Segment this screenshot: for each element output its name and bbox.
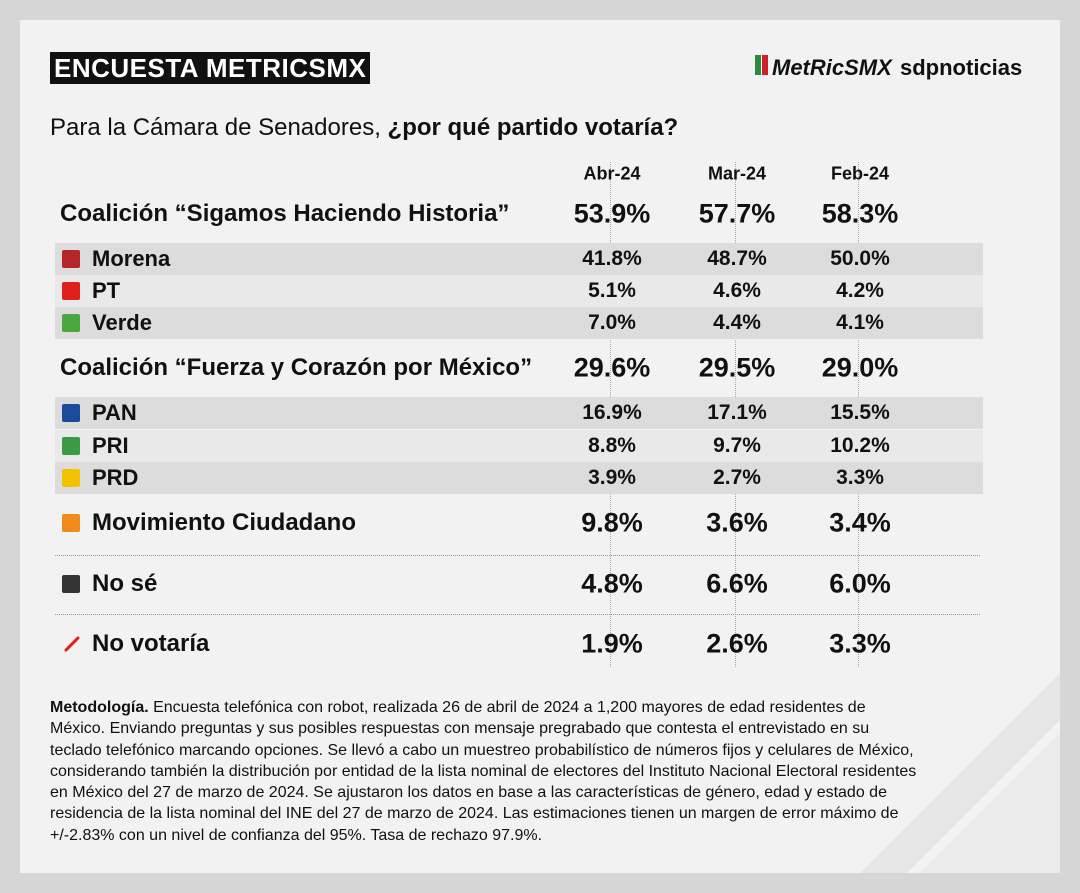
methodology-line: +/-2.83% con un nivel de confianza del 9… [50, 826, 543, 844]
row-label: Movimiento Ciudadano [92, 509, 356, 536]
methodology-line: México. Enviando preguntas y sus posible… [50, 720, 870, 738]
row-value: 1.9% [581, 628, 643, 659]
row-separator [55, 614, 980, 615]
row-label: Coalición “Sigamos Haciendo Historia” [60, 200, 510, 227]
row-value: 8.8% [588, 434, 636, 457]
row-value: 3.3% [829, 628, 891, 659]
methodology-line: en México del 27 de marzo de 2024. Se aj… [50, 784, 887, 802]
party-icon [62, 404, 80, 422]
party-icon [62, 250, 80, 268]
row-band [55, 243, 983, 275]
row-value: 10.2% [830, 434, 890, 457]
row-value: 4.6% [713, 279, 761, 302]
logo: MetRicSMX [755, 48, 892, 88]
row-value: 5.1% [588, 279, 636, 302]
card: ENCUESTA METRICSMX MetRicSMX sdpnoticias… [20, 20, 1060, 873]
column-header: Feb-24 [830, 163, 890, 184]
logo-text: MetRicSMX [772, 55, 892, 80]
row-value: 4.4% [713, 311, 761, 334]
row-value: 41.8% [582, 247, 642, 270]
row-value: 29.0% [821, 352, 899, 383]
row-value: 2.6% [706, 628, 768, 659]
question-bold: ¿por qué partido votaría? [387, 114, 679, 141]
methodology-label: Metodología. [50, 699, 149, 716]
row-band [55, 307, 983, 339]
row-value: 7.0% [588, 311, 636, 334]
row-value: 3.3% [836, 466, 884, 489]
row-value: 16.9% [582, 401, 642, 424]
row-value: 4.1% [836, 311, 884, 334]
title: ENCUESTA METRICSMX [50, 52, 371, 84]
row-label: PT [92, 278, 121, 303]
row-band [55, 397, 983, 429]
party-icon [62, 437, 80, 455]
row-value: 4.2% [836, 279, 884, 302]
row-band [55, 462, 983, 494]
row-value: 3.4% [829, 507, 891, 538]
row-band [55, 275, 983, 307]
row-value: 50.0% [830, 247, 890, 270]
row-value: 4.8% [581, 568, 643, 599]
row-band [55, 430, 983, 462]
row-value: 3.6% [706, 507, 768, 538]
row-separator [55, 555, 980, 556]
row-label: PAN [92, 400, 137, 425]
row-label: PRI [92, 433, 129, 458]
party-icon [62, 282, 80, 300]
party-icon [62, 469, 80, 487]
party-icon [62, 575, 80, 593]
row-value: 57.7% [698, 198, 776, 229]
column-header: Mar-24 [707, 163, 767, 184]
row-value: 6.6% [706, 568, 768, 599]
row-value: 53.9% [573, 198, 651, 229]
row-label: Coalición “Fuerza y Corazón por México” [60, 354, 533, 381]
row-value: 48.7% [707, 247, 767, 270]
methodology-line: considerando también la distribución por… [50, 762, 917, 780]
row-value: 9.8% [581, 507, 643, 538]
row-value: 29.5% [698, 352, 776, 383]
methodology-line: Encuesta telefónica con robot, realizada… [148, 699, 866, 716]
row-value: 9.7% [713, 434, 761, 457]
row-value: 3.9% [588, 466, 636, 489]
row-value: 17.1% [707, 401, 767, 424]
question: Para la Cámara de Senadores, ¿por qué pa… [50, 114, 678, 142]
brand: sdpnoticias [900, 55, 1023, 80]
decoration [860, 673, 1060, 873]
party-icon [62, 514, 80, 532]
row-value: 58.3% [821, 198, 899, 229]
column-header: Abr-24 [583, 163, 641, 184]
methodology: Metodología. Encuesta telefónica con rob… [50, 697, 916, 846]
row-label: Verde [92, 310, 152, 335]
methodology-line: residencia de la lista nominal del INE d… [50, 805, 899, 823]
row-value: 2.7% [713, 466, 761, 489]
row-value: 6.0% [829, 568, 891, 599]
row-label: PRD [92, 465, 139, 490]
row-label: No sé [92, 570, 158, 597]
question-text: Para la Cámara de Senadores, [50, 114, 388, 141]
row-label: No votaría [92, 630, 210, 657]
methodology-line: teclado telefónico marcando opciones. Se… [50, 741, 914, 759]
row-value: 29.6% [573, 352, 651, 383]
party-icon [62, 314, 80, 332]
row-label: Morena [92, 246, 171, 271]
row-value: 15.5% [830, 401, 890, 424]
